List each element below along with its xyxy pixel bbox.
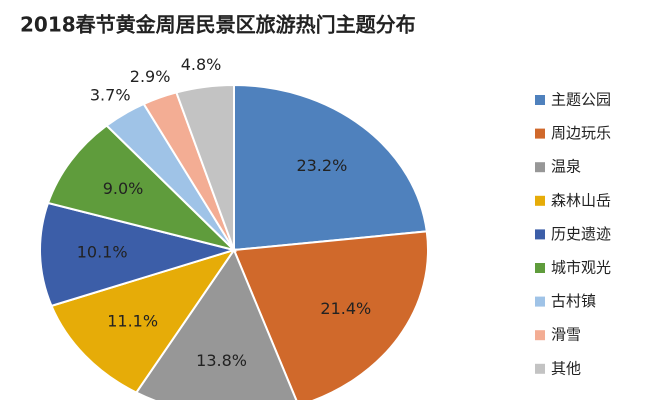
chart-title: 2018春节黄金周居民景区旅游热门主题分布 [20,13,416,37]
pie-slice [134,247,298,400]
legend-swatch [535,229,545,240]
data-label: 10.1% [77,243,128,262]
legend-label: 历史遗迹 [551,225,611,243]
legend-label: 温泉 [551,158,581,176]
data-label: 2.9% [130,67,171,86]
legend-swatch [535,363,545,374]
data-label: 3.7% [90,86,131,105]
data-label: 11.1% [107,311,158,330]
legend-label: 森林山岳 [551,191,611,209]
data-label: 21.4% [320,299,371,318]
legend-label: 城市观光 [551,259,611,277]
legend-label: 主题公园 [551,91,611,109]
data-label: 4.8% [181,55,222,74]
legend-swatch [535,95,545,105]
legend-swatch [535,263,545,273]
legend-label: 周边玩乐 [551,124,611,142]
pie-slice [39,201,238,308]
data-label: 13.8% [196,351,247,370]
legend-swatch [535,330,545,341]
legend-label: 滑雪 [551,326,581,344]
data-label: 23.2% [296,156,347,175]
pie-slice [233,83,428,252]
pie-slice [232,230,429,400]
legend-label: 其他 [551,359,581,377]
data-label: 9.0% [103,179,144,198]
legend-swatch [535,195,545,206]
pie-slice [50,248,237,394]
pie-slice [46,124,238,252]
legend-swatch [535,296,545,307]
pie-slice [175,83,235,251]
legend-swatch [535,128,545,139]
legend-swatch [535,162,545,173]
legend-label: 古村镇 [551,292,596,310]
